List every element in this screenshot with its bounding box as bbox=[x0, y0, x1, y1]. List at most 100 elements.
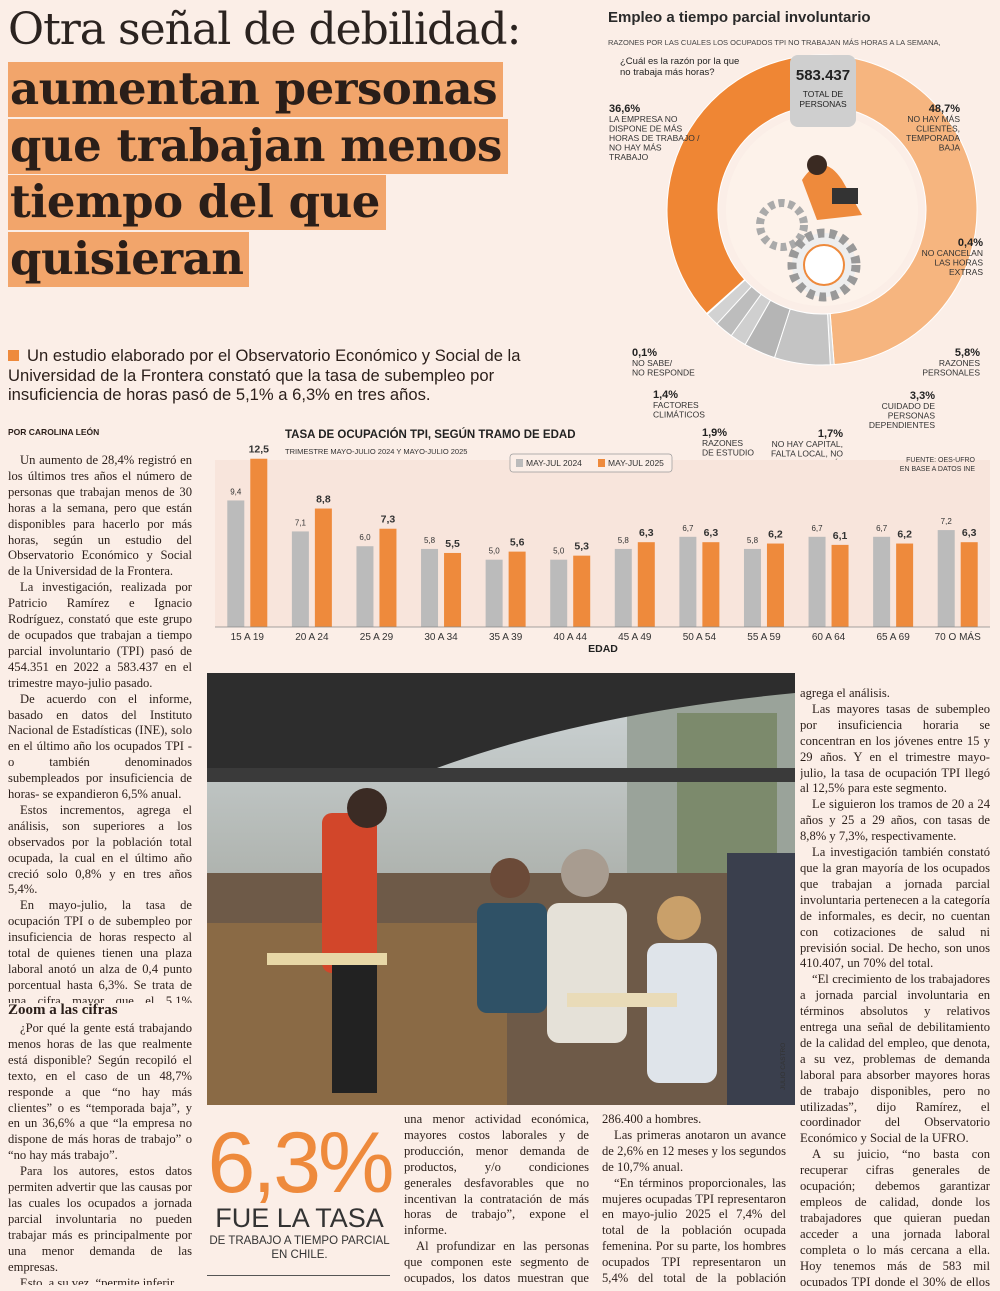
plot-background bbox=[215, 460, 990, 627]
column: Un aumento de 28,4% registró en los últi… bbox=[8, 453, 192, 1003]
segment-label: TEMPORADA bbox=[906, 133, 960, 143]
byline: POR CAROLINA LEÓN bbox=[8, 427, 100, 437]
value-label: 1,7% bbox=[818, 428, 843, 440]
pull-quote-subtext: DE TRABAJO A TIEMPO PARCIAL EN CHILE. bbox=[209, 1235, 390, 1261]
paragraph: En mayo-julio, la tasa de ocupación TPI … bbox=[8, 898, 192, 1003]
value-label: 3,3% bbox=[910, 390, 935, 402]
value-label: 0,1% bbox=[632, 347, 657, 359]
bar bbox=[873, 536, 891, 627]
value-label: 6,7 bbox=[682, 524, 694, 533]
pull-quote-figure: 6,3% bbox=[207, 1115, 394, 1211]
segment-label: LA EMPRESA NO bbox=[609, 114, 678, 124]
x-tick-label: 40 A 44 bbox=[554, 632, 588, 643]
segment-label: BAJA bbox=[939, 143, 961, 153]
value-label: 6,2 bbox=[768, 529, 783, 541]
bar bbox=[614, 548, 632, 627]
value-label: 5,8 bbox=[424, 536, 436, 545]
headline-line: aumentan personas bbox=[8, 62, 504, 117]
value-label: 5,5 bbox=[445, 538, 460, 550]
segment-label: NO HAY MÁS bbox=[609, 143, 662, 153]
bar bbox=[637, 542, 655, 627]
value-label: 6,0 bbox=[359, 533, 371, 542]
segment-label: TRABAJO bbox=[609, 152, 649, 162]
legend-label: MAY-JUL 2025 bbox=[608, 458, 664, 468]
value-label: 7,3 bbox=[381, 514, 396, 526]
chart-title: Empleo a tiempo parcial involuntario bbox=[608, 9, 871, 26]
bar bbox=[831, 544, 849, 627]
total-label: TOTAL DE bbox=[803, 89, 844, 99]
bar bbox=[227, 500, 245, 627]
x-tick-label: 50 A 54 bbox=[683, 632, 717, 643]
segment-label: NO CANCELAN bbox=[922, 248, 983, 258]
bar bbox=[250, 458, 268, 627]
x-tick-label: 20 A 24 bbox=[295, 632, 329, 643]
value-label: 36,6% bbox=[609, 103, 640, 115]
paragraph: una menor actividad económica, mayores c… bbox=[404, 1112, 589, 1238]
paragraph: ¿Por qué la gente está trabajando menos … bbox=[8, 1021, 192, 1163]
value-label: 5,8 bbox=[747, 536, 759, 545]
segment-label: DE ESTUDIO bbox=[702, 448, 754, 458]
paragraph: “En términos proporcionales, las mujeres… bbox=[602, 1175, 786, 1286]
value-label: 5,0 bbox=[553, 547, 565, 556]
column: una menor actividad económica, mayores c… bbox=[404, 1112, 589, 1286]
paragraph: 286.400 a hombres. bbox=[602, 1112, 702, 1126]
value-label: 7,1 bbox=[295, 518, 307, 527]
x-tick-label: 35 A 39 bbox=[489, 632, 523, 643]
clock bbox=[803, 244, 845, 286]
x-tick-label: 65 A 69 bbox=[876, 632, 910, 643]
bar bbox=[937, 530, 955, 627]
paragraph: Las primeras anotaron un avance de 2,6% … bbox=[602, 1127, 786, 1174]
bar bbox=[291, 531, 309, 627]
lead: Un estudio elaborado por el Observatorio… bbox=[8, 346, 538, 405]
segment-label: EXTRAS bbox=[949, 267, 983, 277]
x-tick-label: 30 A 34 bbox=[424, 632, 458, 643]
x-tick-label: 70 O MÁS bbox=[935, 630, 981, 643]
segment-label: DEPENDIENTES bbox=[869, 420, 935, 430]
bar bbox=[485, 559, 503, 627]
segment-label: PERSONALES bbox=[922, 368, 980, 378]
person-head bbox=[807, 155, 827, 175]
segment-label: CLIENTES, bbox=[916, 124, 960, 134]
segment-label: CLIMÁTICOS bbox=[653, 410, 705, 420]
paragraph: Las mayores tasas de subempleo por insuf… bbox=[800, 701, 990, 796]
paragraph: agrega el análisis. bbox=[800, 686, 890, 700]
bar bbox=[379, 528, 397, 627]
value-label: 8,8 bbox=[316, 494, 331, 506]
headline-line: que trabajan menos bbox=[8, 119, 508, 174]
laptop bbox=[832, 188, 858, 204]
segment-label: PERSONAS bbox=[888, 411, 936, 421]
value-label: 6,3 bbox=[962, 527, 977, 539]
segment-label: LAS HORAS bbox=[934, 258, 983, 268]
paragraph: Al profundizar en las personas que compo… bbox=[404, 1239, 589, 1286]
value-label: 7,2 bbox=[941, 517, 953, 526]
bar bbox=[960, 542, 978, 627]
segment-label: NO SABE/ bbox=[632, 358, 673, 368]
bar bbox=[808, 536, 826, 627]
value-label: 1,9% bbox=[702, 427, 727, 439]
photo bbox=[207, 673, 795, 1105]
pull-quote-text: FUE LA TASA bbox=[215, 1203, 384, 1233]
bar bbox=[743, 548, 761, 627]
column: ¿Por qué la gente está trabajando menos … bbox=[8, 1021, 192, 1285]
bar-chart: TASA DE OCUPACIÓN TPI, SEGÚN TRAMO DE ED… bbox=[215, 428, 990, 655]
subheading: Zoom a las cifras bbox=[8, 1002, 118, 1018]
total-label: PERSONAS bbox=[799, 99, 847, 109]
value-label: 6,7 bbox=[811, 524, 823, 533]
bar bbox=[421, 548, 439, 627]
value-label: 5,8% bbox=[955, 347, 980, 359]
donut-chart: Empleo a tiempo parcial involuntario RAZO… bbox=[608, 9, 983, 468]
paragraph: “El crecimiento de los trabajadores a jo… bbox=[800, 972, 990, 1146]
x-tick-label: 45 A 49 bbox=[618, 632, 652, 643]
value-label: 12,5 bbox=[249, 444, 270, 456]
bar bbox=[356, 546, 374, 627]
donut-segment bbox=[821, 54, 978, 366]
segment-label: CUIDADO DE bbox=[882, 401, 936, 411]
paragraph: A su juicio, “no basta con recuperar cif… bbox=[800, 1147, 990, 1286]
bar bbox=[444, 552, 462, 627]
x-tick-label: 55 A 59 bbox=[747, 632, 781, 643]
value-label: 6,3 bbox=[704, 527, 719, 539]
legend-label: MAY-JUL 2024 bbox=[526, 458, 582, 468]
segment-label: RAZONES bbox=[939, 358, 980, 368]
bar bbox=[766, 543, 784, 627]
